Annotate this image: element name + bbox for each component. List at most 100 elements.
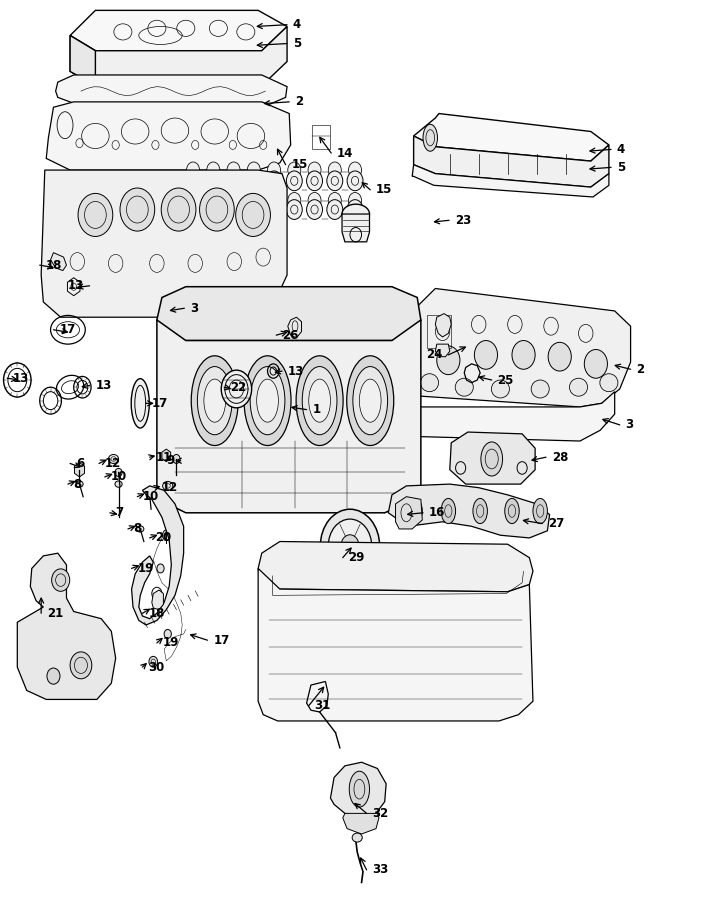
- Text: 17: 17: [60, 323, 76, 337]
- Ellipse shape: [348, 193, 362, 209]
- Ellipse shape: [349, 771, 370, 807]
- Ellipse shape: [266, 171, 282, 191]
- Ellipse shape: [505, 499, 519, 524]
- Text: 31: 31: [314, 699, 331, 712]
- Polygon shape: [70, 35, 95, 86]
- Ellipse shape: [163, 530, 170, 541]
- Ellipse shape: [250, 366, 285, 435]
- Ellipse shape: [286, 171, 302, 191]
- Polygon shape: [70, 26, 287, 86]
- Text: 20: 20: [155, 531, 171, 544]
- Text: 6: 6: [76, 457, 84, 470]
- Text: 13: 13: [68, 279, 83, 292]
- Polygon shape: [396, 497, 423, 529]
- Ellipse shape: [146, 491, 153, 499]
- Ellipse shape: [328, 519, 372, 573]
- Text: 27: 27: [548, 518, 564, 530]
- Polygon shape: [68, 278, 80, 296]
- Polygon shape: [403, 289, 631, 407]
- Polygon shape: [403, 392, 615, 441]
- Text: 28: 28: [552, 451, 568, 464]
- Ellipse shape: [227, 193, 240, 209]
- Ellipse shape: [246, 171, 262, 191]
- Ellipse shape: [78, 194, 113, 237]
- Ellipse shape: [221, 370, 252, 408]
- Text: 22: 22: [230, 381, 246, 393]
- Text: 10: 10: [143, 491, 160, 503]
- Polygon shape: [70, 11, 287, 50]
- Ellipse shape: [226, 171, 242, 191]
- Ellipse shape: [420, 374, 439, 392]
- Text: 30: 30: [148, 661, 165, 673]
- Ellipse shape: [120, 188, 155, 231]
- Polygon shape: [414, 113, 609, 161]
- Ellipse shape: [266, 200, 282, 220]
- Ellipse shape: [227, 162, 240, 178]
- Text: 16: 16: [429, 507, 445, 519]
- Polygon shape: [342, 214, 370, 242]
- Ellipse shape: [296, 356, 343, 446]
- Ellipse shape: [52, 569, 70, 591]
- Polygon shape: [41, 170, 287, 317]
- Text: 29: 29: [348, 551, 365, 564]
- Text: 13: 13: [13, 372, 29, 384]
- Ellipse shape: [257, 379, 278, 422]
- Ellipse shape: [347, 356, 393, 446]
- Text: 8: 8: [134, 523, 142, 536]
- Ellipse shape: [108, 454, 118, 464]
- Ellipse shape: [161, 188, 196, 231]
- Ellipse shape: [70, 652, 91, 679]
- Ellipse shape: [200, 188, 234, 231]
- Text: 3: 3: [626, 418, 634, 431]
- Ellipse shape: [320, 509, 380, 583]
- Ellipse shape: [531, 380, 550, 398]
- Ellipse shape: [47, 668, 60, 684]
- Polygon shape: [75, 463, 84, 477]
- Ellipse shape: [437, 346, 460, 374]
- Ellipse shape: [286, 200, 302, 220]
- Text: 26: 26: [282, 328, 298, 342]
- Text: 4: 4: [293, 18, 301, 32]
- Ellipse shape: [347, 171, 363, 191]
- Ellipse shape: [441, 499, 456, 524]
- Polygon shape: [51, 253, 67, 271]
- Text: 24: 24: [426, 348, 443, 362]
- Ellipse shape: [481, 442, 502, 476]
- Ellipse shape: [204, 379, 226, 422]
- Text: 17: 17: [152, 397, 168, 410]
- Polygon shape: [330, 762, 386, 818]
- Text: 15: 15: [291, 158, 308, 171]
- Text: 18: 18: [46, 258, 62, 272]
- Polygon shape: [152, 590, 163, 609]
- Text: 25: 25: [497, 374, 514, 386]
- Text: 7: 7: [115, 507, 123, 519]
- Text: 13: 13: [287, 364, 304, 377]
- Text: 12: 12: [161, 482, 177, 494]
- Ellipse shape: [308, 162, 321, 178]
- Text: 3: 3: [190, 302, 198, 315]
- Text: 8: 8: [74, 478, 82, 491]
- Text: 15: 15: [376, 184, 392, 196]
- Text: 5: 5: [617, 161, 625, 174]
- Ellipse shape: [328, 162, 341, 178]
- Text: 19: 19: [137, 562, 154, 575]
- Text: 18: 18: [148, 607, 165, 620]
- Text: 10: 10: [110, 471, 127, 483]
- Ellipse shape: [207, 162, 220, 178]
- Ellipse shape: [207, 193, 220, 209]
- Ellipse shape: [327, 200, 343, 220]
- Ellipse shape: [327, 171, 343, 191]
- Ellipse shape: [187, 162, 200, 178]
- Polygon shape: [162, 449, 171, 462]
- Ellipse shape: [533, 499, 547, 524]
- Ellipse shape: [287, 162, 301, 178]
- Text: 13: 13: [95, 379, 112, 392]
- Ellipse shape: [136, 526, 144, 532]
- Ellipse shape: [191, 356, 238, 446]
- Polygon shape: [46, 102, 290, 170]
- Ellipse shape: [287, 193, 301, 209]
- Ellipse shape: [492, 380, 510, 398]
- Polygon shape: [414, 136, 609, 187]
- Ellipse shape: [306, 171, 322, 191]
- Ellipse shape: [347, 200, 363, 220]
